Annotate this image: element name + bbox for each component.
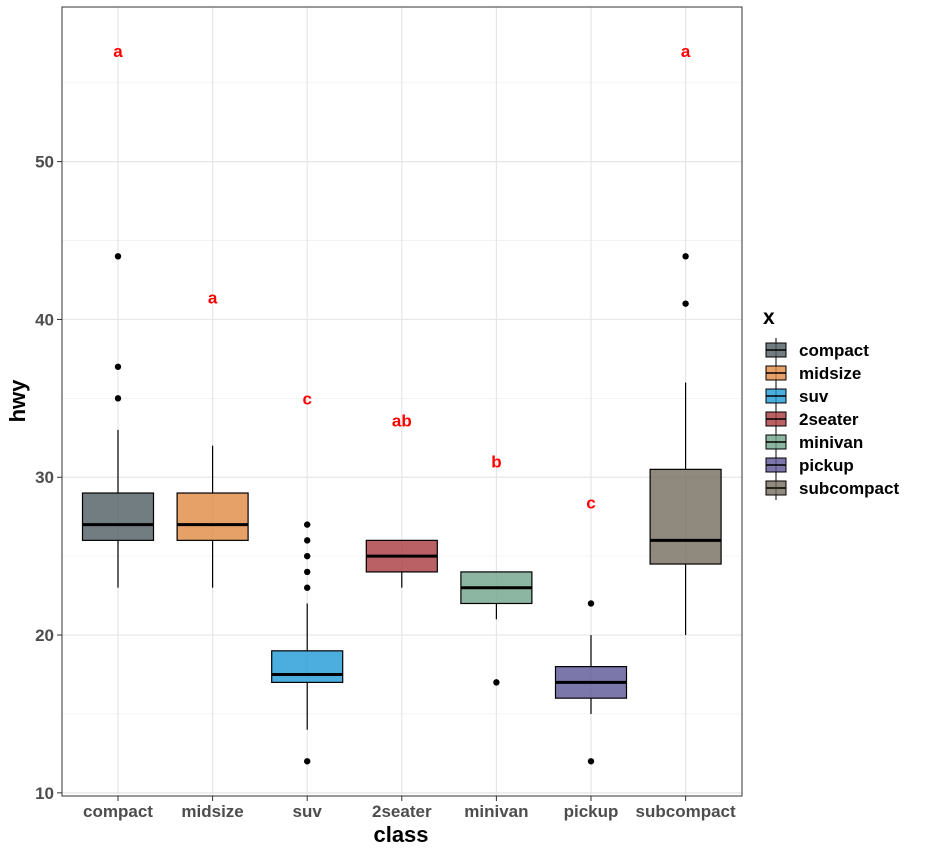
outlier-point xyxy=(114,395,122,402)
significance-letter: c xyxy=(302,389,311,408)
outlier-point xyxy=(587,600,595,607)
box-midsize: a xyxy=(176,288,249,588)
x-axis: compact midsize suv 2seater minivan pickup sub… xyxy=(83,796,736,821)
outlier-point xyxy=(304,584,311,591)
outlier-point xyxy=(682,253,689,260)
significance-letter: a xyxy=(681,42,691,61)
box-subcompact: a xyxy=(649,42,722,636)
legend-label: subcompact xyxy=(799,479,899,498)
legend-label: compact xyxy=(799,341,869,360)
box-minivan: b xyxy=(460,452,533,686)
outlier-point xyxy=(493,679,500,686)
outlier-point xyxy=(114,363,122,370)
box-2seater: ab xyxy=(365,411,438,588)
outlier-point xyxy=(682,300,689,307)
legend-label: suv xyxy=(799,387,829,406)
outlier-point xyxy=(304,568,311,576)
y-tick-label: 30 xyxy=(35,468,54,487)
box-suv: c xyxy=(271,389,344,765)
box-compact: a xyxy=(81,42,155,588)
x-tick-label: subcompact xyxy=(636,802,736,821)
legend-item-pickup: pickup xyxy=(765,453,854,477)
y-tick-label: 10 xyxy=(35,784,54,803)
outlier-point xyxy=(304,758,311,765)
y-axis: 10 20 30 40 50 xyxy=(35,153,62,803)
outlier-point xyxy=(304,521,311,528)
significance-letter: a xyxy=(113,42,123,61)
y-axis-title: hwy xyxy=(5,379,30,423)
legend-label: minivan xyxy=(799,433,863,452)
outlier-point xyxy=(304,537,311,544)
x-tick-label: midsize xyxy=(181,802,243,821)
y-tick-label: 20 xyxy=(35,626,54,645)
box-body xyxy=(81,492,155,541)
outlier-point xyxy=(114,253,122,260)
box-body xyxy=(271,650,344,683)
outlier-point xyxy=(587,758,595,765)
legend-label: pickup xyxy=(799,456,854,475)
legend-label: midsize xyxy=(799,364,861,383)
outlier-point xyxy=(304,552,311,560)
x-tick-label: suv xyxy=(293,802,323,821)
x-tick-label: minivan xyxy=(464,802,528,821)
legend: x compact midsize suv 2seater minivan pickup s… xyxy=(763,306,899,500)
legend-title: x xyxy=(763,306,775,329)
x-axis-title: class xyxy=(373,822,428,847)
legend-item-minivan: minivan xyxy=(765,430,863,454)
x-tick-label: pickup xyxy=(564,802,619,821)
box-body xyxy=(649,468,722,565)
significance-letter: b xyxy=(491,452,501,471)
box-body xyxy=(176,492,249,541)
legend-label: 2seater xyxy=(799,410,859,429)
y-tick-label: 40 xyxy=(35,310,54,329)
x-tick-label: compact xyxy=(83,802,153,821)
x-tick-label: 2seater xyxy=(372,802,432,821)
legend-item-suv: suv xyxy=(765,384,829,408)
y-tick-label: 50 xyxy=(35,153,54,172)
legend-item-2seater: 2seater xyxy=(765,407,859,431)
significance-letter: c xyxy=(586,493,595,512)
significance-letter: ab xyxy=(392,411,412,430)
significance-letter: a xyxy=(208,288,218,307)
legend-item-subcompact: subcompact xyxy=(765,476,899,500)
legend-item-compact: compact xyxy=(765,338,869,362)
legend-item-midsize: midsize xyxy=(765,361,861,385)
box-series: a a c ab b c a xyxy=(81,42,722,765)
box-pickup: c xyxy=(554,493,628,765)
